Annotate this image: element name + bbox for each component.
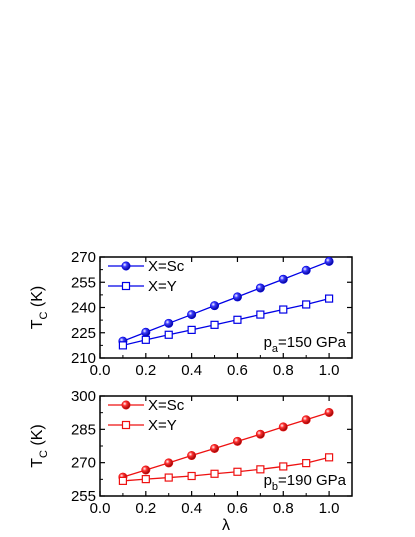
x-tick-label: 0.4 [181, 500, 202, 517]
data-point [232, 292, 242, 302]
data-point [187, 310, 197, 320]
data-point [164, 318, 174, 328]
legend-marker [121, 400, 131, 410]
x-tick-label: 0.6 [227, 500, 248, 517]
x-tick-label: 1.0 [319, 500, 340, 517]
data-point [118, 476, 128, 485]
pressure-annotation-main: p [264, 472, 272, 489]
y-tick-label: 210 [71, 350, 96, 367]
series-line-1 [122, 297, 330, 347]
pressure-annotation: pa=150 GPa [264, 334, 347, 355]
y-axis-title: TC (K) [29, 286, 50, 330]
data-point [210, 301, 220, 311]
data-point [164, 473, 173, 482]
data-point [141, 327, 151, 337]
data-point [255, 429, 265, 439]
y-axis-title-sub: C [38, 450, 50, 458]
legend-label: X=Sc [148, 397, 185, 414]
data-point [187, 325, 196, 334]
data-point [187, 471, 196, 481]
data-point [301, 265, 311, 275]
pressure-annotation-main: p [264, 334, 272, 351]
legend-label: X=Sc [148, 258, 185, 275]
data-point [233, 315, 242, 324]
data-point [256, 310, 265, 319]
series-line-0 [122, 411, 330, 478]
data-point [278, 422, 288, 432]
y-tick-label: 255 [71, 488, 96, 505]
data-point [324, 453, 334, 462]
x-tick-label: 0.0 [90, 362, 111, 379]
legend-marker [121, 261, 131, 271]
pressure-annotation-rest: =190 GPa [278, 472, 347, 489]
y-axis-title-unit: (K) [29, 286, 46, 312]
x-tick-label: 0.6 [227, 362, 248, 379]
data-point [279, 305, 288, 314]
data-point [302, 459, 311, 468]
pressure-annotation: pb=190 GPa [264, 472, 347, 493]
data-point [256, 465, 265, 474]
data-point [210, 320, 219, 329]
y-tick-label: 300 [71, 388, 96, 405]
legend-label: X=Y [148, 278, 177, 295]
y-tick-label: 270 [71, 249, 96, 266]
data-point [324, 256, 334, 266]
y-tick-label: 255 [71, 274, 96, 291]
y-axis-title-main: T [29, 458, 46, 468]
pressure-annotation-sub: b [272, 481, 278, 493]
y-tick-label: 225 [71, 325, 96, 342]
x-axis-title: λ [222, 517, 230, 534]
data-point [164, 330, 173, 339]
x-tick-label: 0.4 [181, 362, 202, 379]
data-point [279, 462, 288, 471]
data-point [278, 274, 288, 284]
x-tick-label: 0.8 [273, 362, 294, 379]
data-point [324, 407, 334, 417]
legend-label: X=Y [148, 417, 177, 434]
series-line-1 [122, 456, 330, 482]
data-point [233, 467, 242, 476]
x-tick-label: 0.2 [135, 362, 156, 379]
y-axis-title-unit: (K) [29, 424, 46, 450]
pressure-annotation-rest: =150 GPa [278, 334, 347, 351]
series-line-0 [122, 260, 330, 342]
data-point [210, 469, 219, 478]
x-tick-label: 0.0 [90, 500, 111, 517]
y-tick-label: 270 [71, 455, 96, 472]
data-point [141, 335, 150, 344]
x-tick-label: 0.8 [273, 500, 294, 517]
data-point [164, 458, 174, 468]
pressure-annotation-sub: a [272, 343, 279, 355]
y-axis-title-sub: C [38, 311, 50, 319]
x-tick-label: 0.2 [135, 500, 156, 517]
data-point [187, 451, 197, 461]
data-point [118, 341, 128, 350]
chart-panel-top: 0.0 0.2 0.4 0.6 0.8 1.0 210 225 240 255 270 TC (K) X… [29, 249, 353, 379]
y-axis-title: TC (K) [29, 424, 50, 468]
legend-marker [121, 420, 131, 430]
data-point [232, 436, 242, 446]
legend-marker [121, 281, 131, 291]
y-axis-title-main: T [29, 319, 46, 329]
y-tick-label: 240 [71, 300, 96, 317]
data-point [301, 415, 311, 425]
data-point [324, 294, 334, 303]
y-tick-label: 285 [71, 421, 96, 438]
data-point [141, 475, 150, 484]
data-point [255, 283, 265, 293]
chart-panel-bottom: 0.0 0.2 0.4 0.6 0.8 1.0 255 270 285 300 TC (K) λ X=S… [29, 388, 353, 534]
data-point [141, 465, 151, 475]
data-point [210, 443, 220, 453]
data-point [302, 300, 311, 309]
x-tick-label: 1.0 [319, 362, 340, 379]
